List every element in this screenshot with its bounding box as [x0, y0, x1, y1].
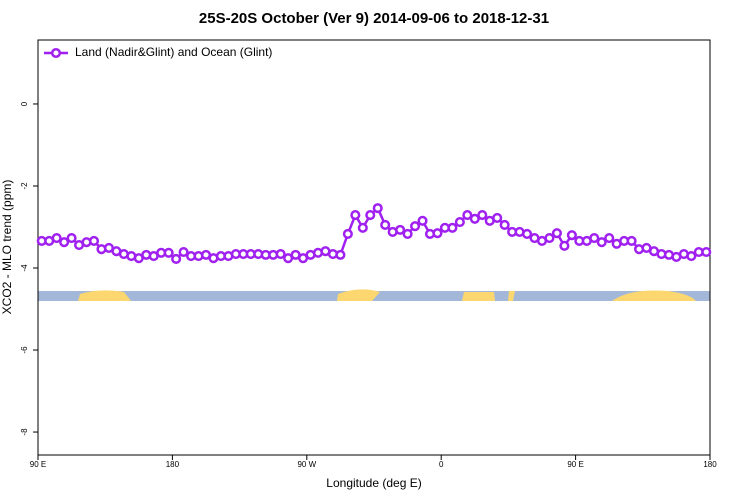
data-point — [626, 235, 637, 246]
y-tick-label: -6 — [20, 346, 29, 354]
data-point — [275, 249, 286, 260]
data-point — [566, 230, 577, 241]
data-point — [410, 221, 421, 232]
data-point — [365, 210, 376, 221]
chart-title: 25S-20S October (Ver 9) 2014-09-06 to 20… — [199, 10, 549, 27]
data-point — [454, 217, 465, 228]
data-point — [701, 246, 712, 258]
data-point — [380, 219, 391, 230]
x-tick-label: 90 E — [30, 460, 46, 469]
y-tick-label: -8 — [20, 428, 29, 436]
land — [78, 290, 131, 301]
data-point — [686, 251, 697, 262]
y-tick-label: -2 — [20, 182, 29, 190]
data-point — [522, 228, 533, 240]
data-point — [402, 228, 413, 240]
data-point — [462, 210, 473, 221]
data-point — [559, 240, 570, 251]
data-point — [492, 212, 503, 224]
x-tick-label: 0 — [439, 460, 444, 469]
y-tick-label: -4 — [20, 264, 29, 272]
land-ocean-band — [38, 289, 710, 301]
data-point — [499, 219, 510, 230]
land — [508, 291, 515, 301]
legend-label: Land (Nadir&Glint) and Ocean (Glint) — [75, 45, 272, 59]
data-point — [604, 233, 615, 244]
data-point — [51, 233, 62, 244]
x-tick-label: 90 W — [297, 460, 316, 469]
data-point — [395, 224, 406, 235]
data-point — [589, 233, 600, 244]
data-point — [350, 210, 361, 221]
land — [612, 290, 696, 301]
data-point — [432, 228, 443, 239]
data-point — [447, 222, 458, 233]
y-axis-label: XCO2 - MLO trend (ppm) — [0, 180, 14, 315]
data-point — [417, 215, 428, 226]
x-tick-label: 90 E — [567, 460, 583, 469]
x-axis-label: Longitude (deg E) — [326, 476, 421, 490]
data-point — [551, 228, 562, 239]
land — [337, 289, 380, 301]
data-point — [335, 249, 346, 260]
legend-marker — [50, 47, 62, 59]
x-tick-label: 180 — [166, 460, 180, 469]
data-point — [544, 233, 555, 244]
land — [462, 292, 495, 301]
y-tick-label: 0 — [20, 101, 29, 106]
x-tick-label: 180 — [703, 460, 717, 469]
data-point — [596, 237, 607, 248]
data-point — [357, 222, 368, 233]
data-point — [372, 203, 383, 214]
data-point — [163, 247, 174, 258]
data-point — [171, 253, 182, 265]
data-point — [178, 246, 189, 258]
plot-frame — [37, 39, 711, 456]
data-point — [477, 210, 488, 221]
data-point — [342, 228, 353, 240]
data-point — [88, 235, 100, 246]
data-point — [66, 233, 77, 244]
data-point — [59, 237, 70, 248]
data-point — [469, 213, 480, 224]
